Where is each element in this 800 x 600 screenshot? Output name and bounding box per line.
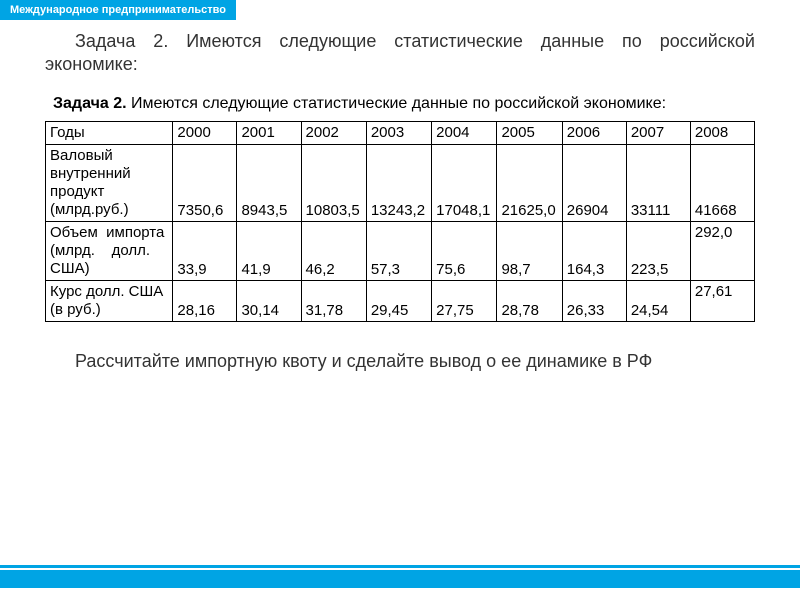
data-cell: 41,9	[237, 221, 301, 280]
table-row: Годы200020012002200320042005200620072008	[46, 121, 755, 144]
row-label: Валовыйвнутреннийпродукт(млрд.руб.)	[46, 144, 173, 221]
year-header: 2003	[366, 121, 431, 144]
year-header: 2000	[173, 121, 237, 144]
data-cell: 21625,0	[497, 144, 562, 221]
data-cell: 292,0	[690, 221, 754, 280]
data-cell: 27,75	[432, 280, 497, 321]
data-cell: 26,33	[562, 280, 626, 321]
year-header: 2004	[432, 121, 497, 144]
data-cell: 7350,6	[173, 144, 237, 221]
task-caption-rest: Имеются следующие статистические данные …	[127, 95, 666, 112]
table-row: Курс долл. США(в руб.)28,1630,1431,7829,…	[46, 280, 755, 321]
data-cell: 13243,2	[366, 144, 431, 221]
year-header: 2005	[497, 121, 562, 144]
data-cell: 41668	[690, 144, 754, 221]
data-cell: 28,16	[173, 280, 237, 321]
year-header: 2008	[690, 121, 754, 144]
data-cell: 30,14	[237, 280, 301, 321]
intro-text: Задача 2. Имеются следующие статистическ…	[45, 30, 755, 77]
data-cell: 27,61	[690, 280, 754, 321]
data-cell: 33,9	[173, 221, 237, 280]
task-caption-bold: Задача 2.	[53, 95, 127, 112]
data-cell: 26904	[562, 144, 626, 221]
data-cell: 33111	[626, 144, 690, 221]
data-cell: 10803,5	[301, 144, 366, 221]
data-cell: 75,6	[432, 221, 497, 280]
table-row: Валовыйвнутреннийпродукт(млрд.руб.)7350,…	[46, 144, 755, 221]
data-cell: 28,78	[497, 280, 562, 321]
table-row: Объем импорта(млрд. долл.США)33,941,946,…	[46, 221, 755, 280]
year-header: 2006	[562, 121, 626, 144]
data-cell: 17048,1	[432, 144, 497, 221]
data-cell: 31,78	[301, 280, 366, 321]
data-cell: 46,2	[301, 221, 366, 280]
year-header: 2007	[626, 121, 690, 144]
data-cell: 8943,5	[237, 144, 301, 221]
row-label: Объем импорта(млрд. долл.США)	[46, 221, 173, 280]
data-cell: 29,45	[366, 280, 431, 321]
data-cell: 57,3	[366, 221, 431, 280]
outro-text: Рассчитайте импортную квоту и сделайте в…	[45, 350, 755, 373]
stats-table: Годы200020012002200320042005200620072008…	[45, 121, 755, 322]
row-label: Годы	[46, 121, 173, 144]
header-bar: Международное предпринимательство	[0, 0, 236, 20]
slide-content: Задача 2. Имеются следующие статистическ…	[0, 20, 800, 373]
header-title: Международное предпринимательство	[10, 4, 226, 16]
data-cell: 98,7	[497, 221, 562, 280]
data-cell: 24,54	[626, 280, 690, 321]
task-caption: Задача 2. Имеются следующие статистическ…	[45, 95, 755, 113]
data-cell: 223,5	[626, 221, 690, 280]
year-header: 2001	[237, 121, 301, 144]
data-cell: 164,3	[562, 221, 626, 280]
footer-stripe	[0, 570, 800, 588]
year-header: 2002	[301, 121, 366, 144]
row-label: Курс долл. США(в руб.)	[46, 280, 173, 321]
